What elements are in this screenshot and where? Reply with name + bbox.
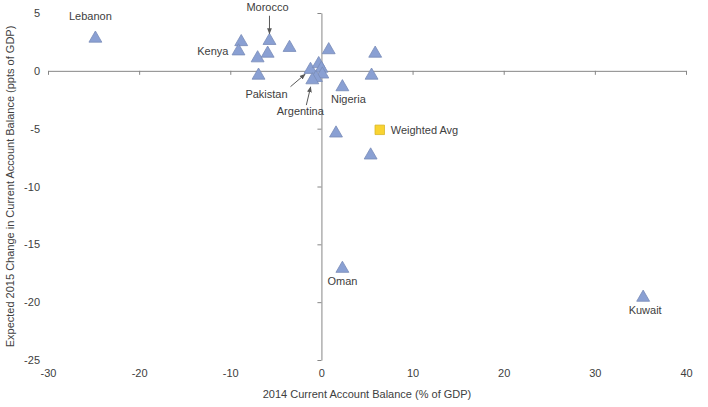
annotation-arrow <box>306 87 310 105</box>
x-tick-mark <box>139 71 140 75</box>
annotation-arrow <box>269 16 270 34</box>
annotation-arrow <box>290 74 305 86</box>
country-point <box>365 68 378 79</box>
y-axis: -25 -20 -15 -10 -5 0 5 <box>24 7 322 366</box>
x-tick-mark <box>413 71 414 75</box>
x-tick: -10 <box>223 71 239 379</box>
plot-area: -30 -20 -10 0 10 20 30 40 -25 -20 -15 -10 -5 0 5 Lebano… <box>24 1 693 379</box>
country-point <box>251 51 264 62</box>
point-label: Kuwait <box>629 304 662 316</box>
y-tick-label: -10 <box>24 181 40 193</box>
y-tick-mark <box>317 187 321 188</box>
x-tick: -30 <box>41 71 57 379</box>
point-label: Oman <box>327 275 357 287</box>
country-point <box>232 44 245 55</box>
country-point <box>283 40 296 51</box>
y-tick-label: -5 <box>30 123 40 135</box>
y-tick-label: -20 <box>24 296 40 308</box>
x-tick-label: -20 <box>132 367 148 379</box>
country-point <box>306 73 319 84</box>
y-tick-label: -25 <box>24 354 40 366</box>
y-tick-mark <box>317 244 321 245</box>
point-label: Kenya <box>197 45 229 57</box>
y-tick-label: 5 <box>34 7 40 19</box>
y-axis-title: Expected 2015 Change in Current Account … <box>4 26 16 348</box>
y-tick: -20 <box>24 296 321 308</box>
country-point <box>322 43 335 54</box>
country-point <box>369 46 382 57</box>
point-label: Morocco <box>246 1 288 13</box>
country-point <box>336 261 349 272</box>
y-tick: -5 <box>30 123 321 135</box>
country-point <box>364 148 377 159</box>
y-tick-label: 0 <box>34 65 40 77</box>
x-tick-label: 30 <box>589 367 601 379</box>
y-tick-mark <box>317 360 321 361</box>
y-tick: -15 <box>24 238 321 250</box>
y-tick-mark <box>317 129 321 130</box>
chart-svg: -30 -20 -10 0 10 20 30 40 -25 -20 -15 -10 -5 0 5 Lebano… <box>0 0 708 407</box>
marks <box>89 31 650 301</box>
series-label: Weighted Avg <box>391 124 458 136</box>
country-point <box>637 290 650 301</box>
country-point <box>263 33 276 44</box>
y-tick-mark <box>317 302 321 303</box>
y-tick: -25 <box>24 354 321 366</box>
x-tick: 10 <box>407 71 419 379</box>
x-tick-mark <box>230 71 231 75</box>
country-point <box>336 80 349 91</box>
point-label: Nigeria <box>331 93 367 105</box>
x-tick-label: -30 <box>41 367 57 379</box>
country-point <box>89 31 102 42</box>
x-tick-mark <box>686 71 687 75</box>
x-tick-label: 20 <box>498 367 510 379</box>
x-tick: 20 <box>498 71 510 379</box>
point-label: Argentina <box>277 105 325 117</box>
x-axis-title: 2014 Current Account Balance (% of GDP) <box>263 388 472 400</box>
country-point <box>330 126 343 137</box>
point-label: Pakistan <box>245 88 287 100</box>
y-tick: -10 <box>24 181 321 193</box>
annotations: Lebanon Kenya Morocco Nigeria Pakistan Argent… <box>69 1 662 316</box>
y-tick-mark <box>317 13 321 14</box>
x-tick-label: 10 <box>407 367 419 379</box>
x-axis: -30 -20 -10 0 10 20 30 40 <box>41 71 693 379</box>
y-tick: 0 <box>34 65 322 77</box>
chart-container: -30 -20 -10 0 10 20 30 40 -25 -20 -15 -10 -5 0 5 Lebano… <box>0 0 708 407</box>
x-tick-label: 0 <box>319 367 325 379</box>
average-point <box>375 125 384 134</box>
x-tick: -20 <box>132 71 148 379</box>
x-tick-label: -10 <box>223 367 239 379</box>
country-point <box>252 68 265 79</box>
x-tick-mark <box>595 71 596 75</box>
x-tick: 40 <box>680 71 692 379</box>
x-tick-label: 40 <box>680 367 692 379</box>
x-tick-mark <box>504 71 505 75</box>
country-point <box>235 34 248 45</box>
x-axis-line <box>49 71 687 72</box>
country-point <box>261 46 274 57</box>
point-label: Lebanon <box>69 10 112 22</box>
y-tick-label: -15 <box>24 238 40 250</box>
x-tick-mark <box>48 71 49 75</box>
x-tick: 30 <box>589 71 601 379</box>
